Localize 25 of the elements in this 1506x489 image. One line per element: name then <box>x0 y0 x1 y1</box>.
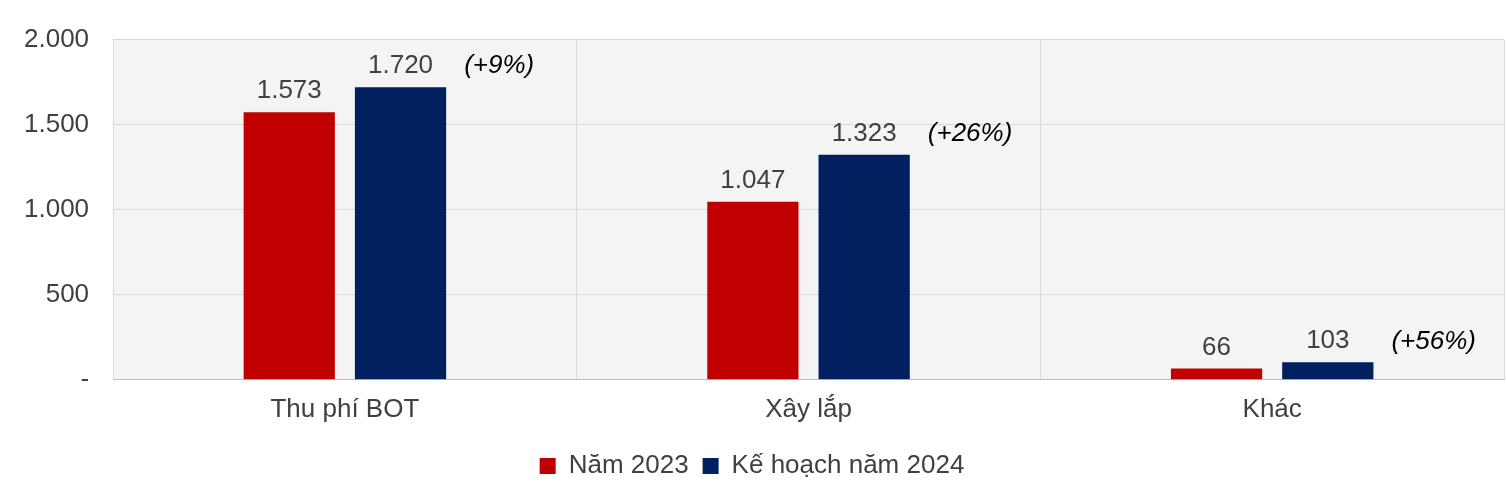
bar <box>243 112 335 380</box>
legend-label: Kế hoạch năm 2024 <box>731 449 965 480</box>
data-label: 1.720 <box>367 49 434 80</box>
annotation: (+56%) <box>1391 324 1476 355</box>
bar <box>354 87 447 380</box>
data-label: 1.323 <box>831 116 897 147</box>
annotation: (+9%) <box>464 49 535 80</box>
y-tick-label: 2.000 <box>23 22 90 53</box>
y-tick-label: - <box>80 362 90 393</box>
x-tick-label: Khác <box>1242 392 1302 423</box>
data-label: 103 <box>1306 324 1350 355</box>
y-tick-label: 1.500 <box>23 107 90 138</box>
x-tick-label: Thu phí BOT <box>270 392 420 423</box>
bar <box>707 201 799 380</box>
data-label: 1.573 <box>256 74 322 105</box>
y-tick-label: 1.000 <box>23 192 90 223</box>
y-tick-label: 500 <box>45 277 90 308</box>
data-label: 1.047 <box>720 163 786 194</box>
bar <box>818 154 910 380</box>
annotation: (+26%) <box>927 116 1013 147</box>
legend-label: Năm 2023 <box>568 449 689 480</box>
x-tick-label: Xây lắp <box>765 392 852 423</box>
bar <box>1282 362 1374 380</box>
bar <box>1170 368 1263 380</box>
data-label: 66 <box>1202 330 1231 361</box>
